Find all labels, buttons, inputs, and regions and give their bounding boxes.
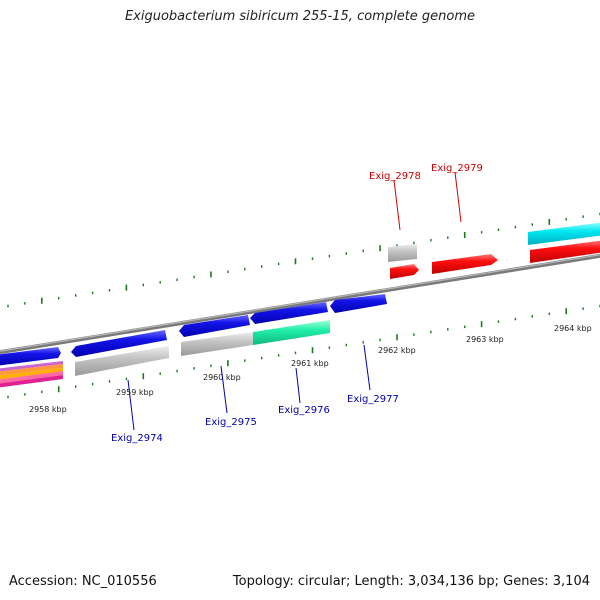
gene-green[interactable]	[253, 320, 330, 345]
tick-row-bottom	[7, 304, 600, 399]
map-title: Exiguobacterium sibiricum 255-15, comple…	[124, 9, 476, 24]
tick-row-top	[7, 212, 600, 308]
cds-forward-4[interactable]	[250, 302, 328, 324]
gene-label-exig-2979[interactable]: Exig_2979	[431, 163, 483, 174]
cds-forward-2[interactable]	[71, 330, 167, 357]
cds-forward-3[interactable]	[179, 315, 250, 337]
kbp-label: 2958 kbp	[29, 405, 67, 414]
gene-label-exig-2974[interactable]: Exig_2974	[111, 433, 163, 444]
accession-text: Accession: NC_010556	[9, 574, 157, 589]
gene-label-exig-2977[interactable]: Exig_2977	[347, 394, 399, 405]
cds-forward-5[interactable]	[330, 294, 387, 313]
kbp-label: 2960 kbp	[203, 373, 241, 382]
gene-gray-1[interactable]	[75, 346, 169, 376]
genome-summary-text: Topology: circular; Length: 3,034,136 bp…	[232, 574, 590, 589]
cds-forward-1[interactable]	[0, 347, 61, 366]
multicolor-gene-band	[0, 361, 63, 388]
gene-label-exig-2975[interactable]: Exig_2975	[205, 417, 257, 428]
kbp-label: 2961 kbp	[291, 359, 329, 368]
cds-reverse-right[interactable]	[530, 240, 600, 263]
gene-gray-3[interactable]	[388, 244, 417, 262]
gene-label-exig-2976[interactable]: Exig_2976	[278, 405, 330, 416]
gene-label-exig-2978[interactable]: Exig_2978	[369, 171, 421, 182]
gene-cyan[interactable]	[528, 222, 600, 245]
kbp-label: 2962 kbp	[378, 346, 416, 355]
genome-backbone	[0, 253, 600, 355]
kbp-labels: 2958 kbp 2959 kbp 2960 kbp 2961 kbp 2962…	[29, 324, 592, 414]
gene-labels: Exig_2978 Exig_2979 Exig_2974 Exig_2975 …	[111, 163, 483, 444]
cds-reverse-2978[interactable]	[390, 264, 419, 279]
gene-gray-2[interactable]	[181, 332, 253, 356]
gene-label-leaders	[127, 171, 462, 431]
kbp-label: 2959 kbp	[116, 388, 154, 397]
kbp-label: 2963 kbp	[466, 335, 504, 344]
kbp-label: 2964 kbp	[554, 324, 592, 333]
cds-reverse-2979[interactable]	[432, 254, 498, 274]
